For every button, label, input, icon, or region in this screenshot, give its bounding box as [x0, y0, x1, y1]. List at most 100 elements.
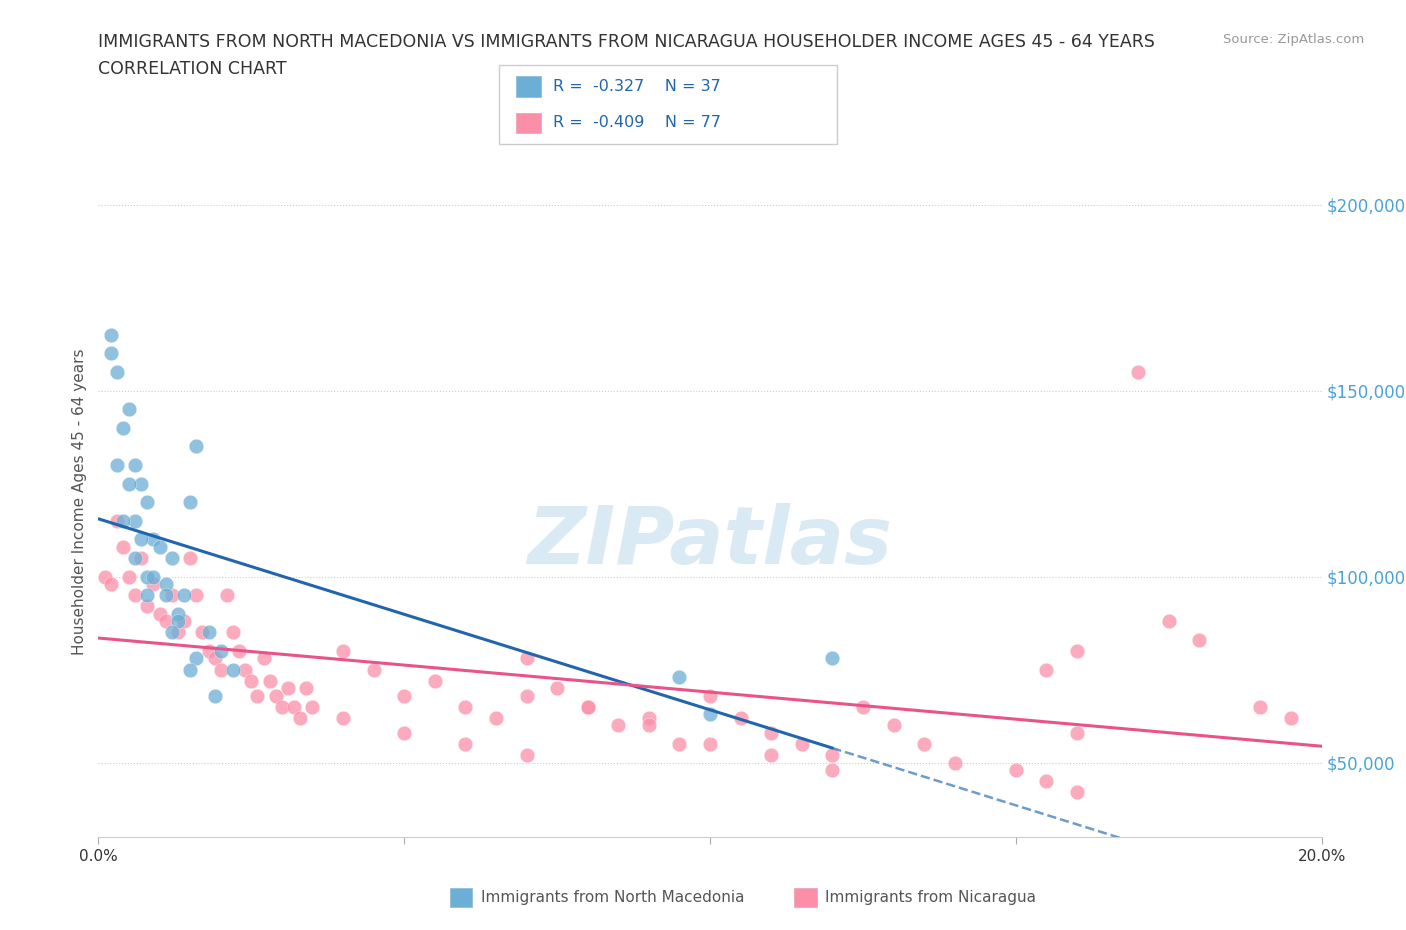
- Text: R =  -0.327    N = 37: R = -0.327 N = 37: [553, 79, 720, 94]
- Point: [136, 599, 159, 614]
- Point: [1035, 774, 1057, 789]
- Point: [155, 614, 177, 629]
- Point: [129, 551, 152, 565]
- Point: [699, 707, 721, 722]
- Point: [197, 644, 219, 658]
- Point: [228, 644, 250, 658]
- Point: [111, 513, 134, 528]
- Point: [821, 651, 844, 666]
- Point: [392, 688, 416, 703]
- Point: [790, 737, 813, 751]
- Point: [454, 737, 477, 751]
- Point: [699, 688, 721, 703]
- Text: CORRELATION CHART: CORRELATION CHART: [98, 60, 287, 78]
- Point: [277, 681, 299, 696]
- Point: [668, 737, 690, 751]
- Point: [912, 737, 935, 751]
- Point: [699, 737, 721, 751]
- Point: [179, 551, 201, 565]
- Point: [821, 763, 844, 777]
- Point: [215, 588, 238, 603]
- Point: [105, 365, 128, 379]
- Text: IMMIGRANTS FROM NORTH MACEDONIA VS IMMIGRANTS FROM NICARAGUA HOUSEHOLDER INCOME : IMMIGRANTS FROM NORTH MACEDONIA VS IMMIG…: [98, 33, 1156, 50]
- Point: [637, 711, 661, 725]
- Point: [136, 569, 159, 584]
- Point: [576, 699, 599, 714]
- Text: Source: ZipAtlas.com: Source: ZipAtlas.com: [1223, 33, 1364, 46]
- Point: [129, 532, 152, 547]
- Point: [270, 699, 292, 714]
- Point: [136, 588, 159, 603]
- Point: [160, 551, 183, 565]
- Point: [668, 670, 690, 684]
- Point: [100, 346, 122, 361]
- Text: ZIPatlas: ZIPatlas: [527, 503, 893, 581]
- Point: [821, 748, 844, 763]
- Point: [759, 725, 782, 740]
- Point: [883, 718, 905, 733]
- Point: [142, 569, 165, 584]
- Point: [179, 495, 201, 510]
- Point: [124, 513, 146, 528]
- Point: [93, 569, 115, 584]
- Point: [759, 748, 782, 763]
- Point: [186, 651, 208, 666]
- Point: [160, 625, 183, 640]
- Point: [252, 651, 274, 666]
- Point: [149, 606, 172, 621]
- Point: [516, 748, 538, 763]
- Point: [233, 662, 256, 677]
- Point: [142, 532, 165, 547]
- Point: [204, 688, 226, 703]
- Point: [516, 651, 538, 666]
- Point: [240, 673, 263, 688]
- Point: [607, 718, 630, 733]
- Point: [1188, 632, 1211, 647]
- Point: [485, 711, 508, 725]
- Point: [1035, 662, 1057, 677]
- Point: [167, 614, 190, 629]
- Point: [637, 718, 661, 733]
- Point: [454, 699, 477, 714]
- Point: [142, 577, 165, 591]
- Text: R =  -0.409    N = 77: R = -0.409 N = 77: [553, 115, 720, 130]
- Point: [730, 711, 752, 725]
- Point: [283, 699, 305, 714]
- Point: [124, 551, 146, 565]
- Point: [124, 458, 146, 472]
- Point: [301, 699, 323, 714]
- Point: [111, 539, 134, 554]
- Point: [118, 569, 141, 584]
- Point: [246, 688, 269, 703]
- Point: [118, 402, 141, 417]
- Point: [129, 476, 152, 491]
- Point: [1157, 614, 1180, 629]
- Point: [155, 588, 177, 603]
- Point: [222, 625, 245, 640]
- Point: [1249, 699, 1271, 714]
- Point: [124, 588, 146, 603]
- Point: [191, 625, 214, 640]
- Point: [197, 625, 219, 640]
- Point: [423, 673, 446, 688]
- Point: [943, 755, 966, 770]
- Point: [136, 495, 159, 510]
- Point: [149, 539, 172, 554]
- Point: [118, 476, 141, 491]
- Point: [392, 725, 416, 740]
- Point: [173, 614, 195, 629]
- Text: Immigrants from North Macedonia: Immigrants from North Macedonia: [481, 890, 744, 905]
- Point: [259, 673, 281, 688]
- Point: [209, 644, 232, 658]
- Point: [332, 644, 354, 658]
- Point: [209, 662, 232, 677]
- Point: [160, 588, 183, 603]
- Point: [363, 662, 385, 677]
- Point: [222, 662, 245, 677]
- Point: [100, 577, 122, 591]
- Point: [516, 688, 538, 703]
- Point: [332, 711, 354, 725]
- Point: [1066, 785, 1088, 800]
- Point: [186, 439, 208, 454]
- Text: Immigrants from Nicaragua: Immigrants from Nicaragua: [825, 890, 1036, 905]
